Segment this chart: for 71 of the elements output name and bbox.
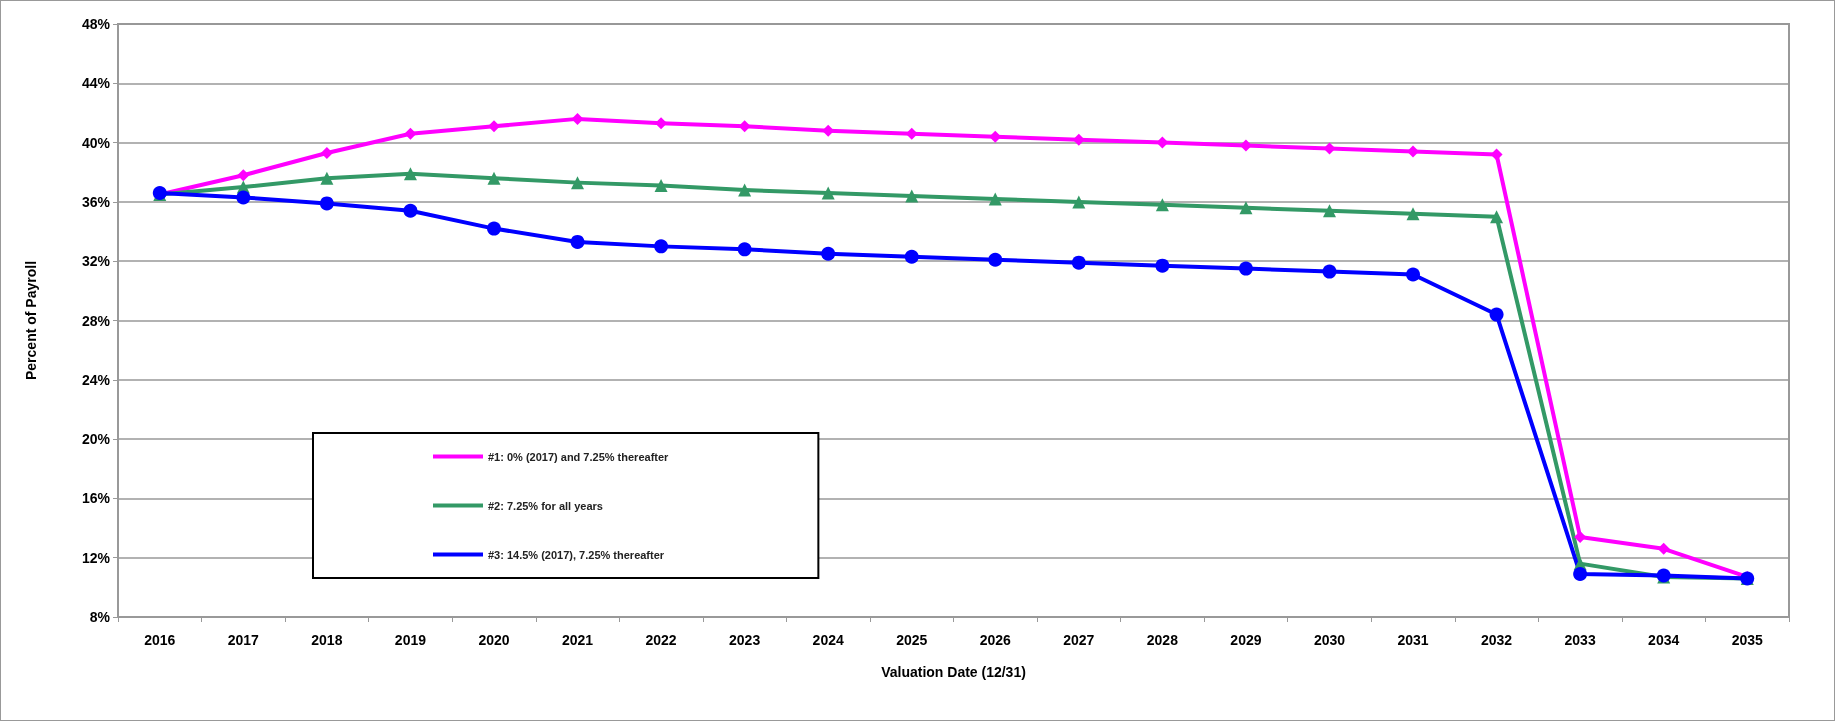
point	[1573, 567, 1588, 581]
point	[1406, 267, 1421, 282]
x-tick-label: 2032	[1481, 632, 1513, 648]
point	[236, 190, 251, 205]
point	[320, 171, 334, 185]
x-tick-label: 2017	[227, 632, 260, 648]
point	[1072, 195, 1086, 209]
x-tick-label: 2018	[311, 632, 343, 648]
point	[821, 246, 836, 261]
x-tick-label: 2026	[979, 632, 1012, 648]
point	[1322, 264, 1337, 279]
legend-label: #3: 14.5% (2017), 7.25% thereafter	[488, 548, 665, 561]
x-tick-label: 2034	[1648, 632, 1680, 648]
point	[571, 176, 585, 190]
point	[319, 196, 334, 211]
point	[1238, 261, 1253, 276]
point	[403, 203, 418, 218]
point	[403, 167, 417, 181]
y-axis-title: Percent of Payroll	[23, 260, 39, 381]
x-tick-label: 2019	[394, 632, 427, 648]
point	[1071, 255, 1086, 270]
legend-label: #2: 7.25% for all years	[488, 499, 603, 512]
y-tick-label: 40%	[81, 134, 111, 151]
point	[821, 186, 835, 200]
x-tick-label: 2016	[144, 632, 176, 648]
point	[988, 252, 1003, 267]
legend-label: #1: 0% (2017) and 7.25% thereafter	[488, 450, 670, 463]
x-tick-label: 2023	[729, 632, 761, 648]
x-tick-label: 2024	[812, 632, 844, 648]
point	[654, 179, 668, 193]
point	[486, 221, 501, 236]
y-tick-label: 32%	[81, 253, 111, 270]
point	[570, 234, 585, 249]
x-tick-label: 2031	[1397, 632, 1429, 648]
point	[904, 249, 919, 264]
x-tick-label: 2030	[1313, 632, 1346, 648]
x-tick-label: 2025	[896, 632, 928, 648]
x-tick-label: 2022	[645, 632, 677, 648]
y-tick-label: 8%	[89, 609, 111, 625]
point	[1155, 258, 1170, 273]
x-tick-label: 2033	[1564, 632, 1596, 648]
point	[571, 112, 584, 125]
point	[1322, 204, 1336, 218]
point	[487, 171, 501, 185]
point	[1239, 201, 1253, 215]
point	[737, 242, 752, 257]
point	[988, 192, 1002, 206]
x-axis-title: Valuation Date (12/31)	[881, 664, 1026, 680]
y-tick-label: 16%	[81, 490, 111, 507]
point	[738, 183, 752, 197]
y-tick-label: 36%	[81, 193, 111, 210]
x-tick-label: 2027	[1063, 632, 1095, 648]
point	[1406, 207, 1420, 221]
point	[654, 239, 669, 254]
y-tick-label: 24%	[81, 371, 111, 388]
point	[905, 189, 919, 203]
point	[1489, 307, 1504, 322]
y-tick-label: 44%	[81, 75, 111, 92]
y-tick-label: 28%	[81, 312, 111, 329]
point	[1155, 198, 1169, 212]
point	[320, 146, 333, 159]
x-tick-label: 2020	[478, 632, 510, 648]
x-tick-label: 2035	[1731, 632, 1764, 648]
x-tick-label: 2028	[1146, 632, 1179, 648]
point	[237, 169, 250, 182]
x-tick-label: 2021	[561, 632, 594, 648]
y-tick-label: 12%	[81, 549, 111, 566]
x-tick-label: 2029	[1230, 632, 1262, 648]
y-tick-label: 20%	[81, 431, 111, 448]
y-tick-label: 48%	[81, 16, 111, 32]
point	[1490, 210, 1504, 224]
